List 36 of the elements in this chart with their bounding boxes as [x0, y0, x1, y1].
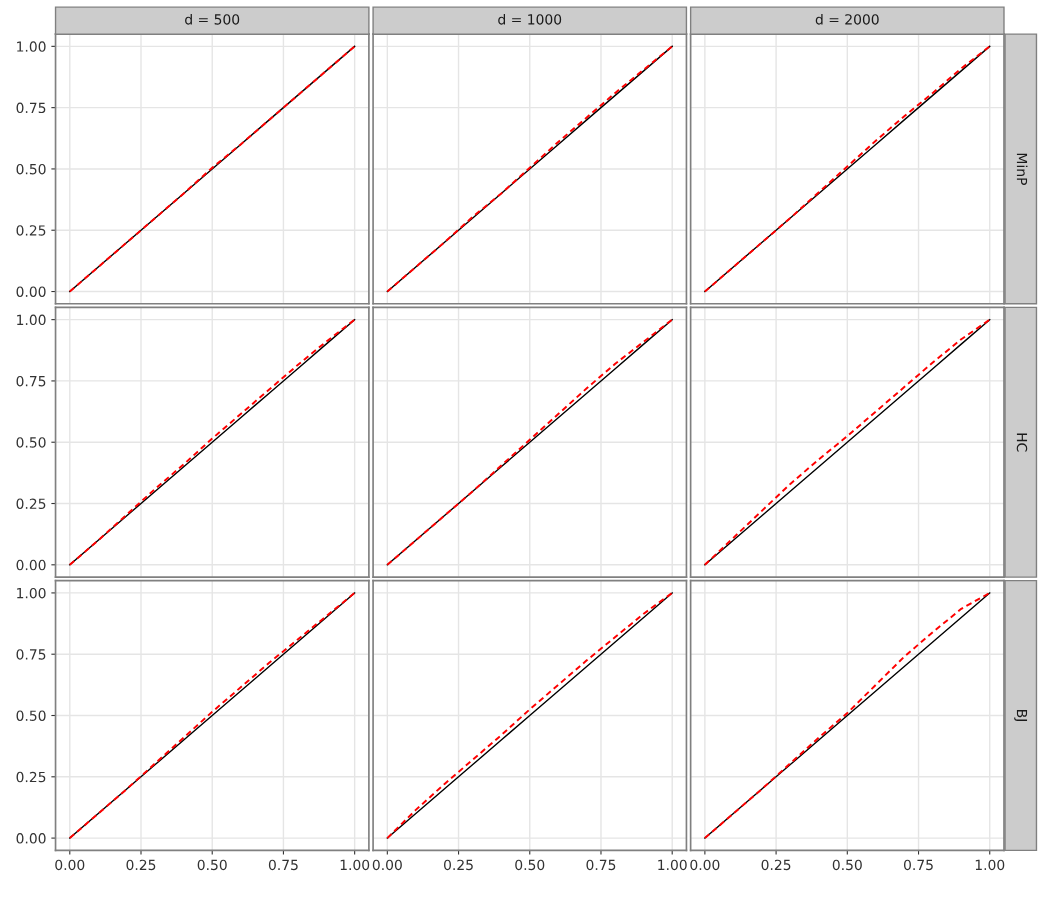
x-tick-label: 0.00 [690, 859, 720, 871]
chart-title: d = 500 [185, 13, 240, 25]
y-tick-label: 0.25 [16, 771, 46, 783]
y-tick-label: 0.25 [16, 225, 46, 236]
y-tick-label: 0.50 [16, 437, 46, 448]
y-tick-label: 0.75 [16, 102, 46, 114]
y-tick-label: 0.75 [16, 375, 46, 387]
y-tick-label: 1.00 [17, 41, 46, 52]
x-tick-label: 0.25 [444, 859, 473, 871]
y-tick-label: 0.75 [16, 649, 46, 660]
chart-title: d = 1000 [498, 13, 562, 25]
y-tick-label: 0.00 [16, 559, 46, 571]
y-tick-label: 0.00 [16, 286, 46, 297]
x-tick-label: 1.00 [340, 859, 370, 871]
x-tick-label: 0.75 [586, 859, 616, 871]
y-tick-label: 0.50 [16, 163, 46, 175]
x-tick-label: 1.00 [975, 859, 1005, 871]
x-tick-label: 0.50 [832, 859, 862, 871]
y-tick-label: 0.50 [16, 710, 46, 721]
x-tick-label: 0.25 [126, 859, 156, 871]
y-tick-label: 0.00 [16, 833, 46, 844]
x-tick-label: 0.50 [197, 859, 227, 871]
x-tick-label: 0.50 [515, 859, 545, 871]
y-tick-label: 1.00 [17, 314, 46, 326]
x-tick-label: 0.00 [55, 859, 85, 871]
x-tick-label: 0.25 [761, 859, 791, 871]
y-tick-label: 1.00 [17, 587, 46, 599]
y-tick-label: 0.25 [16, 498, 46, 509]
y2-axis-title: BJ [1014, 710, 1028, 721]
x-tick-label: 1.00 [658, 859, 687, 871]
y2-axis-title: MinP [1016, 153, 1028, 185]
y2-axis-title: HC [1016, 433, 1028, 452]
x-tick-label: 0.75 [268, 859, 298, 871]
x-tick-label: 0.75 [903, 859, 933, 871]
chart-title: d = 2000 [815, 13, 879, 25]
x-tick-label: 0.00 [372, 859, 402, 871]
